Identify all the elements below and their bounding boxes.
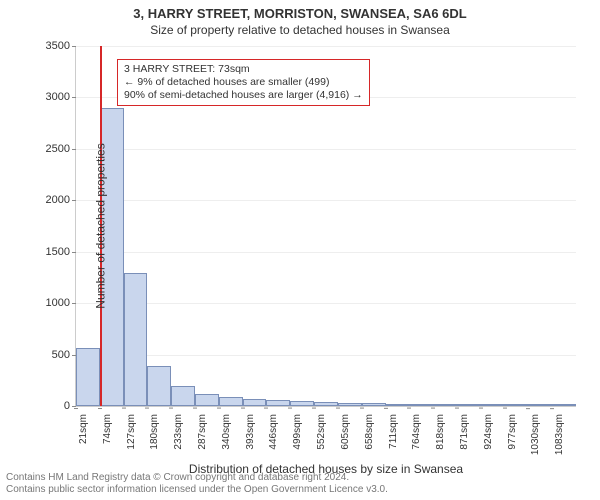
y-axis-label: Number of detached properties xyxy=(94,143,108,308)
x-tick-label: 393sqm xyxy=(243,406,256,450)
y-tick-label: 2500 xyxy=(46,143,76,155)
x-tick-label: 977sqm xyxy=(505,406,518,450)
x-tick-label: 764sqm xyxy=(409,406,422,450)
plot: 0500100015002000250030003500 21sqm74sqm1… xyxy=(75,46,576,407)
y-tick-label: 2000 xyxy=(46,194,76,206)
histogram-bar xyxy=(219,397,243,406)
y-tick-label: 1500 xyxy=(46,246,76,258)
histogram-bar xyxy=(243,399,267,406)
footer: Contains HM Land Registry data © Crown c… xyxy=(6,472,388,496)
x-tick-label: 180sqm xyxy=(147,406,160,450)
x-tick-label: 871sqm xyxy=(457,406,470,450)
y-tick-label: 3500 xyxy=(46,40,76,52)
x-tick-label: 233sqm xyxy=(171,406,184,450)
footer-line-2: Contains public sector information licen… xyxy=(6,484,388,496)
y-tick-label: 1000 xyxy=(46,297,76,309)
x-tick-label: 340sqm xyxy=(219,406,232,450)
histogram-bar xyxy=(195,394,219,406)
x-tick-label: 552sqm xyxy=(314,406,327,450)
annotation-line-1: 3 HARRY STREET: 73sqm xyxy=(124,63,363,76)
x-tick-label: 21sqm xyxy=(76,406,89,444)
x-tick-label: 924sqm xyxy=(481,406,494,450)
x-tick-label: 446sqm xyxy=(266,406,279,450)
chart-title: 3, HARRY STREET, MORRISTON, SWANSEA, SA6… xyxy=(0,0,600,21)
x-tick-label: 1030sqm xyxy=(528,406,541,455)
histogram-bar xyxy=(76,348,100,406)
x-tick-label: 658sqm xyxy=(362,406,375,450)
y-tick-label: 0 xyxy=(64,400,76,412)
x-tick-label: 127sqm xyxy=(124,406,137,450)
x-tick-label: 605sqm xyxy=(338,406,351,450)
annotation-box: 3 HARRY STREET: 73sqm ← 9% of detached h… xyxy=(117,59,370,106)
chart-subtitle: Size of property relative to detached ho… xyxy=(0,21,600,37)
x-tick-label: 74sqm xyxy=(100,406,113,444)
chart-area: 0500100015002000250030003500 21sqm74sqm1… xyxy=(75,46,575,406)
histogram-bar xyxy=(124,273,148,406)
annotation-line-3: 90% of semi-detached houses are larger (… xyxy=(124,89,363,102)
x-tick-label: 818sqm xyxy=(433,406,446,450)
x-tick-label: 499sqm xyxy=(290,406,303,450)
y-tick-label: 500 xyxy=(52,349,76,361)
histogram-bar xyxy=(147,366,171,406)
x-tick-label: 711sqm xyxy=(386,406,399,449)
histogram-bar xyxy=(171,386,195,406)
x-tick-label: 1083sqm xyxy=(552,406,565,455)
chart-container: { "header": { "title": "3, HARRY STREET,… xyxy=(0,0,600,500)
x-tick-label: 287sqm xyxy=(195,406,208,450)
footer-line-1: Contains HM Land Registry data © Crown c… xyxy=(6,472,388,484)
y-tick-label: 3000 xyxy=(46,91,76,103)
annotation-line-2: ← 9% of detached houses are smaller (499… xyxy=(124,76,363,89)
